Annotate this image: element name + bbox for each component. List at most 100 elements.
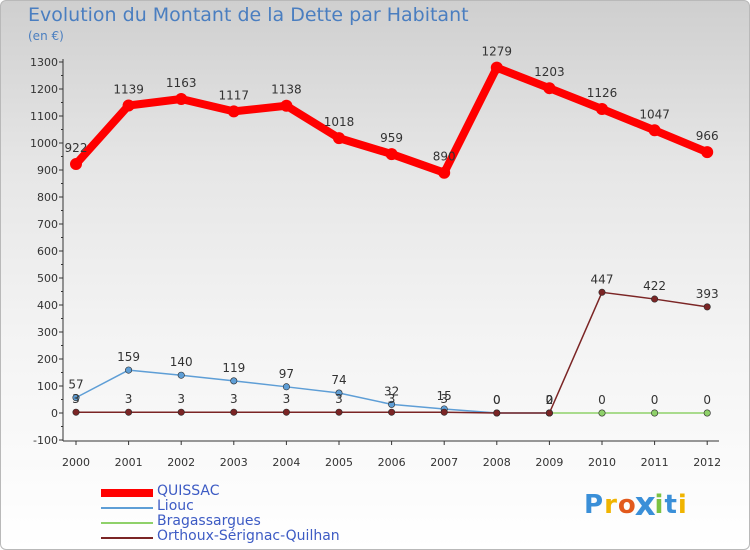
data-label-liouc: 140 (170, 355, 193, 369)
y-tick-label: 1200 (30, 83, 58, 96)
y-tick-label: -100 (33, 434, 58, 447)
data-label-quissac: 1117 (219, 88, 250, 102)
x-tick-label: 2008 (483, 456, 511, 469)
data-point-orthoux-serignac-quilhan (72, 408, 80, 416)
data-point-quissac (648, 124, 661, 137)
logo-letter: r (604, 490, 618, 520)
data-label-liouc: 15 (437, 389, 452, 403)
data-label-quissac: 922 (65, 141, 88, 155)
x-tick-label: 2001 (115, 456, 143, 469)
y-tick-label: 100 (37, 380, 58, 393)
data-label-orthoux-serignac-quilhan: 3 (230, 392, 238, 406)
data-point-quissac (122, 99, 135, 112)
legend-label: Liouc (157, 498, 194, 514)
data-label-liouc: 32 (384, 384, 399, 398)
data-label-bragassargues: 0 (703, 393, 711, 407)
series-layer (70, 61, 714, 417)
data-point-orthoux-serignac-quilhan (125, 408, 133, 416)
data-point-quissac (333, 132, 345, 145)
data-label-liouc: 0 (493, 393, 501, 407)
x-tick-label: 2011 (641, 456, 669, 469)
logo-letter: P (584, 490, 605, 520)
logo-letter: o (617, 490, 637, 520)
legend-swatch (101, 489, 153, 497)
x-tick-label: 2003 (220, 456, 248, 469)
x-tick-label: 2010 (588, 456, 616, 469)
data-label-orthoux-serignac-quilhan: 3 (335, 392, 343, 406)
data-label-bragassargues: 0 (546, 393, 554, 407)
data-point-quissac (438, 166, 451, 179)
data-label-orthoux-serignac-quilhan: 3 (72, 392, 80, 406)
data-label-quissac: 1138 (271, 83, 302, 97)
data-label-liouc: 119 (222, 361, 245, 375)
data-point-liouc (282, 383, 290, 391)
data-label-bragassargues: 0 (651, 393, 659, 407)
data-label-orthoux-serignac-quilhan: 447 (591, 272, 614, 286)
axes: -100010020030040050060070080090010001100… (30, 56, 721, 469)
x-tick-label: 2005 (325, 456, 353, 469)
data-label-quissac: 1126 (587, 86, 618, 100)
legend-swatch (101, 537, 153, 539)
data-point-quissac (701, 146, 714, 159)
data-label-orthoux-serignac-quilhan: 2 (546, 393, 554, 407)
legend-label: QUISSAC (157, 483, 220, 499)
data-point-quissac (490, 61, 503, 74)
data-point-orthoux-serignac-quilhan (335, 408, 343, 416)
y-tick-label: 0 (51, 407, 58, 420)
data-point-quissac (385, 148, 398, 161)
y-tick-label: 1300 (30, 56, 58, 69)
x-tick-label: 2006 (378, 456, 406, 469)
x-tick-label: 2000 (62, 456, 90, 469)
data-point-quissac (543, 82, 556, 95)
data-label-quissac: 959 (380, 131, 403, 145)
y-tick-label: 200 (37, 353, 58, 366)
data-point-liouc (230, 377, 238, 385)
x-tick-label: 2012 (693, 456, 721, 469)
x-tick-label: 2009 (535, 456, 563, 469)
data-label-liouc: 97 (279, 367, 294, 381)
data-point-liouc (335, 389, 343, 397)
logo-letter: i (677, 490, 688, 520)
data-label-quissac: 1018 (324, 115, 355, 129)
data-label-quissac: 1163 (166, 76, 197, 90)
y-tick-label: 300 (37, 326, 58, 339)
data-point-bragassargues (598, 409, 606, 417)
data-label-liouc: 0 (546, 393, 554, 407)
data-point-bragassargues (703, 409, 711, 417)
x-tick-label: 2007 (430, 456, 458, 469)
proxiti-logo: Proxiti (584, 486, 688, 524)
data-label-orthoux-serignac-quilhan: 3 (283, 392, 291, 406)
data-point-liouc (388, 400, 396, 408)
data-label-liouc: 57 (68, 378, 83, 392)
data-label-orthoux-serignac-quilhan: 3 (388, 392, 396, 406)
logo-letter: x (634, 486, 657, 524)
y-tick-label: 700 (37, 218, 58, 231)
y-tick-label: 500 (37, 272, 58, 285)
data-point-orthoux-serignac-quilhan (598, 288, 606, 296)
y-tick-label: 1100 (30, 110, 58, 123)
y-tick-label: 600 (37, 245, 58, 258)
y-tick-label: 800 (37, 191, 58, 204)
data-point-orthoux-serignac-quilhan (230, 408, 238, 416)
data-label-bragassargues: 0 (598, 393, 606, 407)
data-label-orthoux-serignac-quilhan: 0 (493, 393, 501, 407)
chart-title: Evolution du Montant de la Dette par Hab… (28, 4, 469, 26)
data-label-liouc: 74 (331, 373, 346, 387)
legend-label: Orthoux-Sérignac-Quilhan (157, 528, 340, 544)
legend-label: Bragassargues (157, 513, 261, 529)
data-point-liouc (72, 394, 80, 402)
data-label-orthoux-serignac-quilhan: 3 (125, 392, 133, 406)
data-label-quissac: 1279 (482, 45, 513, 59)
logo-letter: t (664, 490, 678, 520)
data-point-liouc (177, 371, 185, 379)
data-label-quissac: 966 (696, 129, 719, 143)
data-point-orthoux-serignac-quilhan (493, 409, 501, 417)
chart-subtitle: (en €) (28, 29, 64, 43)
y-tick-label: 1000 (30, 137, 58, 150)
data-point-bragassargues (651, 409, 659, 417)
data-label-quissac: 1139 (113, 82, 144, 96)
data-labels: 922 1139 1163 1117 1138 1018 959 890 1279 1203 112… (65, 45, 719, 407)
data-point-orthoux-serignac-quilhan (651, 295, 659, 303)
